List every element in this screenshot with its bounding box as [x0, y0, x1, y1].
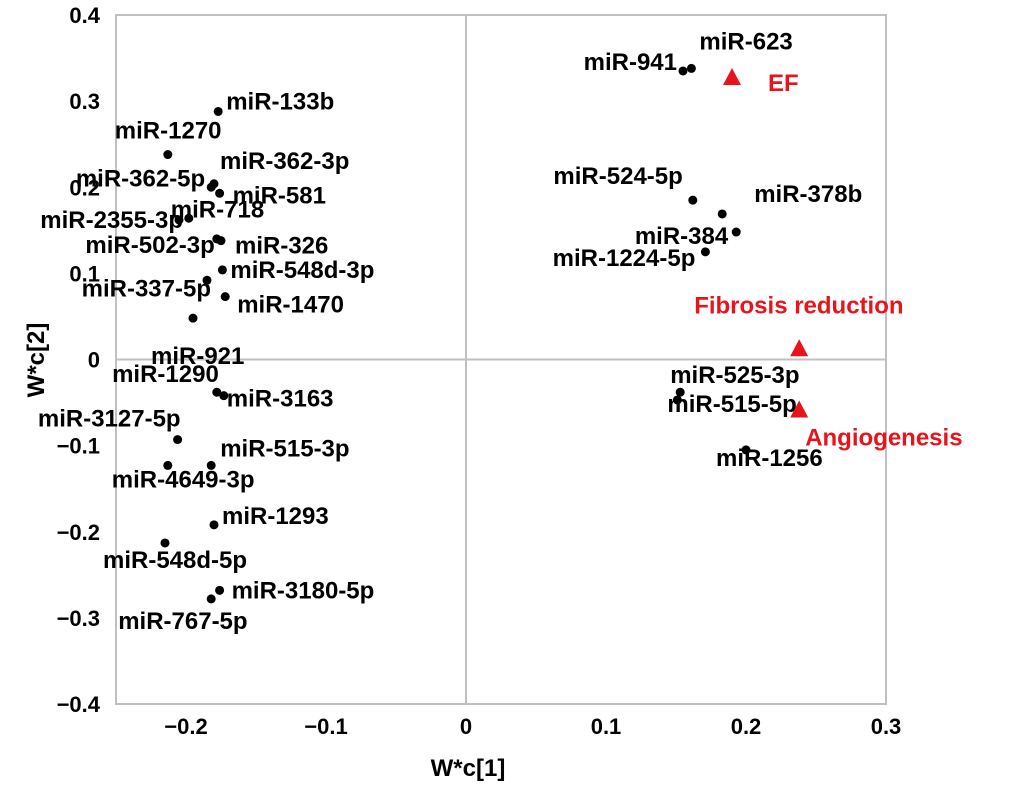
point-label: miR-525-3p	[670, 362, 799, 389]
x-tick-label: 0.1	[591, 714, 622, 739]
y-tick-label: −0.4	[57, 692, 101, 717]
point-label: miR-326	[235, 233, 328, 260]
x-tick-label: −0.1	[304, 714, 347, 739]
y-tick-label: 0.2	[69, 175, 100, 200]
point-label: miR-1293	[222, 503, 329, 530]
point-label: miR-362-3p	[220, 148, 349, 175]
y-tick-label: 0.3	[69, 89, 100, 114]
point-label: miR-133b	[226, 88, 334, 115]
y-tick-label: −0.2	[57, 520, 100, 545]
point-label: miR-3163	[227, 386, 334, 413]
data-point	[163, 150, 173, 160]
data-point	[215, 188, 225, 198]
point-label: miR-3180-5p	[232, 577, 375, 604]
y-tick-label: 0	[88, 348, 100, 373]
data-point	[686, 63, 696, 73]
data-point	[209, 520, 219, 530]
data-point	[206, 182, 216, 192]
data-point	[202, 275, 212, 285]
data-point	[212, 234, 222, 244]
point-label: miR-362-5p	[76, 165, 205, 192]
point-label: miR-524-5p	[553, 163, 682, 190]
point-label: miR-718	[171, 196, 264, 223]
data-point	[174, 215, 184, 225]
trait-label: Fibrosis reduction	[694, 292, 903, 319]
data-point	[206, 460, 216, 470]
x-tick-label: 0	[460, 714, 472, 739]
data-point	[213, 106, 223, 116]
trait-markers: EF Fibrosis reduction Angiogenesis	[694, 68, 963, 451]
x-tick-label: −0.2	[164, 714, 207, 739]
point-label: miR-623	[699, 28, 792, 55]
data-point	[173, 435, 183, 445]
point-label: miR-941	[584, 49, 677, 76]
point-label: miR-2355-3p	[40, 207, 183, 234]
data-point	[731, 227, 741, 237]
point-label: miR-384	[635, 223, 729, 250]
point-label: miR-4649-3p	[112, 466, 255, 493]
data-point	[717, 209, 727, 219]
y-axis-title: W*c[2]	[23, 323, 50, 398]
data-point	[160, 538, 170, 548]
y-tick-label: 0.4	[69, 3, 100, 28]
point-label: miR-1270	[115, 118, 222, 145]
data-point	[215, 585, 225, 595]
point-label: miR-502-3p	[85, 232, 214, 259]
trait-marker	[790, 400, 809, 418]
trait-label: EF	[768, 70, 799, 97]
data-point	[678, 66, 688, 76]
data-point	[163, 460, 173, 470]
point-label: miR-767-5p	[118, 608, 247, 635]
trait-marker	[723, 68, 741, 86]
x-tick-label: 0.3	[871, 714, 902, 739]
point-label: miR-1256	[716, 445, 823, 472]
data-point	[212, 387, 222, 397]
point-label: miR-337-5p	[82, 275, 211, 302]
data-point	[741, 445, 751, 455]
trait-marker	[790, 339, 809, 357]
data-point	[184, 213, 194, 223]
data-point	[675, 387, 685, 397]
data-point	[700, 247, 710, 257]
trait-label: Angiogenesis	[805, 424, 962, 451]
x-axis-ticks: −0.2 −0.1 0 0.1 0.2 0.3	[164, 714, 901, 739]
y-tick-label: 0.1	[69, 261, 100, 286]
data-point	[672, 395, 682, 405]
point-label: miR-3127-5p	[38, 406, 181, 433]
point-label: miR-1470	[237, 292, 344, 319]
point-label: miR-548d-5p	[103, 547, 247, 574]
data-point	[206, 594, 216, 604]
data-point	[220, 292, 230, 302]
y-tick-label: −0.1	[57, 434, 100, 459]
point-label: miR-581	[233, 182, 326, 209]
data-point	[217, 265, 227, 275]
point-label: miR-1290	[112, 361, 219, 388]
point-label: miR-548d-3p	[230, 257, 374, 284]
x-tick-label: 0.2	[731, 714, 762, 739]
point-label: miR-1224-5p	[553, 245, 696, 272]
data-points: miR-623miR-941miR-524-5pmiR-378bmiR-384m…	[38, 28, 862, 635]
data-point	[219, 391, 229, 401]
data-point	[688, 195, 698, 205]
y-axis-ticks: 0.4 0.3 0.2 0.1 0 −0.1 −0.2 −0.3 −0.4	[57, 3, 101, 717]
point-label: miR-378b	[754, 181, 862, 208]
data-point	[188, 313, 198, 323]
point-label: miR-515-3p	[220, 435, 349, 462]
point-label: miR-921	[151, 343, 244, 370]
y-tick-label: −0.3	[57, 606, 100, 631]
point-label: miR-515-5p	[667, 391, 796, 418]
x-axis-title: W*c[1]	[431, 755, 506, 782]
